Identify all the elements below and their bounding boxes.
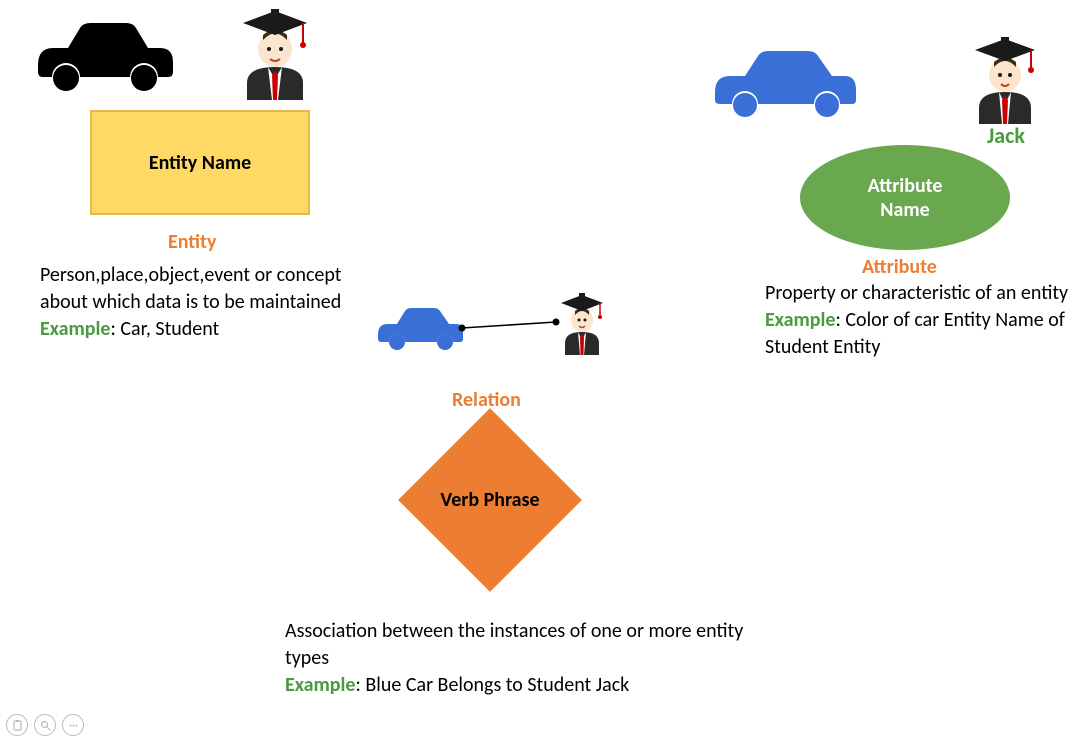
toolbar <box>6 714 84 736</box>
relation-example-text: : Blue Car Belongs to Student Jack <box>356 673 630 697</box>
entity-description: Person,place,object,event or concept abo… <box>40 262 350 343</box>
entity-title: Entity <box>168 230 216 254</box>
jack-label: Jack <box>987 122 1025 149</box>
student-top-left-icon <box>235 5 315 105</box>
entity-example-label: Example <box>40 317 111 341</box>
relation-diamond: Verb Phrase <box>398 408 582 592</box>
student-mid-icon <box>555 290 610 360</box>
entity-example-text: : Car, Student <box>111 317 220 341</box>
attribute-title: Attribute <box>862 255 937 279</box>
entity-box: Entity Name <box>90 110 310 215</box>
relation-desc-text: Association between the instances of one… <box>285 619 743 670</box>
attribute-ellipse-label: Attribute Name <box>845 174 965 222</box>
attribute-desc-text: Property or characteristic of an entity <box>765 281 1068 305</box>
attribute-ellipse: Attribute Name <box>800 145 1010 250</box>
relation-example-label: Example <box>285 673 356 697</box>
entity-box-label: Entity Name <box>149 151 251 175</box>
attribute-description: Property or characteristic of an entity … <box>765 280 1075 361</box>
relation-title: Relation <box>452 388 521 412</box>
attribute-title-text: Attribute <box>862 255 937 279</box>
car-blue-right-icon <box>700 40 860 130</box>
entity-desc-text: Person,place,object,event or concept abo… <box>40 263 342 314</box>
relation-line <box>458 318 560 334</box>
entity-title-text: Entity <box>168 230 216 254</box>
attribute-example-label: Example <box>765 308 836 332</box>
relation-description: Association between the instances of one… <box>285 618 785 699</box>
car-black-icon <box>18 10 178 105</box>
relation-diamond-label: Verb Phrase <box>440 488 539 512</box>
jack-text: Jack <box>987 122 1025 149</box>
more-icon[interactable] <box>62 714 84 736</box>
relation-title-text: Relation <box>452 388 521 412</box>
clipboard-icon[interactable] <box>6 714 28 736</box>
car-blue-mid-icon <box>370 300 465 360</box>
student-right-icon <box>965 32 1045 129</box>
search-icon[interactable] <box>34 714 56 736</box>
